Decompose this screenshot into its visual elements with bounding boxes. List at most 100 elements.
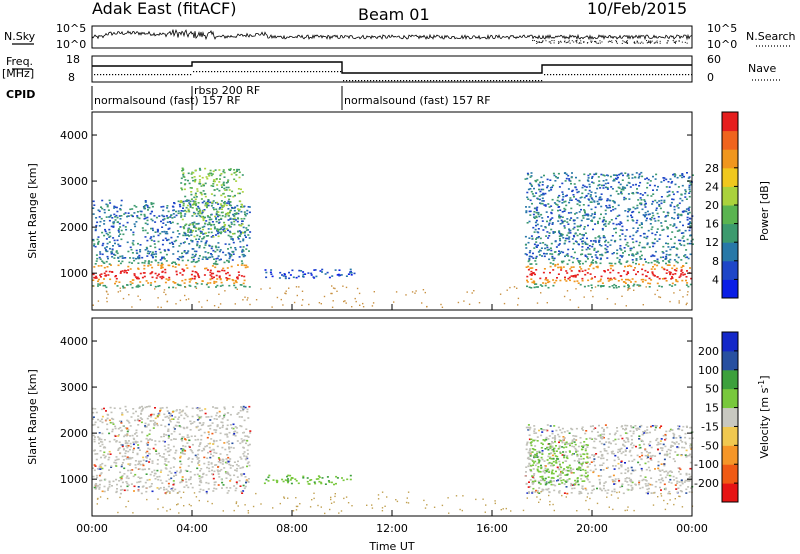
scatter-cell	[160, 407, 162, 409]
scatter-cell	[196, 235, 198, 237]
scatter-cell	[624, 247, 626, 249]
scatter-cell	[109, 441, 111, 443]
scatter-cell	[187, 487, 189, 489]
scatter-cell	[166, 254, 168, 256]
scatter-cell	[165, 224, 167, 226]
scatter-cell	[618, 286, 620, 288]
scatter-cell	[184, 450, 186, 452]
scatter-cell	[601, 427, 603, 429]
noise-search-dot	[554, 42, 555, 43]
scatter-cell	[605, 179, 607, 181]
scatter-cell	[538, 492, 540, 494]
scatter-cell	[171, 433, 173, 435]
scatter-cell	[153, 448, 155, 450]
scatter-cell	[539, 202, 541, 204]
scatter-cell	[147, 282, 149, 284]
scatter-cell	[586, 446, 588, 448]
scatter-cell	[571, 266, 573, 268]
scatter-speckle	[426, 306, 427, 307]
scatter-cell	[117, 285, 119, 287]
scatter-cell	[582, 426, 584, 428]
scatter-cell	[589, 481, 591, 483]
scatter-cell	[216, 188, 218, 190]
scatter-cell	[227, 195, 229, 197]
scatter-cell	[678, 467, 680, 469]
scatter-cell	[562, 196, 564, 198]
scatter-speckle	[247, 297, 248, 298]
scatter-cell	[635, 446, 637, 448]
nave-dot	[148, 74, 149, 75]
scatter-cell	[153, 236, 155, 238]
scatter-cell	[527, 222, 529, 224]
scatter-cell	[574, 183, 576, 185]
scatter-cell	[569, 268, 571, 270]
scatter-cell	[662, 480, 664, 482]
scatter-cell	[194, 474, 196, 476]
scatter-cell	[127, 442, 129, 444]
scatter-cell	[157, 231, 159, 233]
nave-dot	[121, 74, 122, 75]
scatter-cell	[646, 244, 648, 246]
scatter-cell	[172, 253, 174, 255]
scatter-cell	[617, 215, 619, 217]
scatter-cell	[657, 283, 659, 285]
scatter-cell	[120, 422, 122, 424]
nave-dot	[349, 80, 350, 81]
noise-search-dot	[532, 40, 533, 41]
scatter-cell	[195, 254, 197, 256]
scatter-cell	[578, 244, 580, 246]
scatter-cell	[657, 442, 659, 444]
noise-search-dot	[600, 43, 601, 44]
scatter-cell	[191, 198, 193, 200]
scatter-speckle	[247, 299, 248, 300]
scatter-cell	[134, 486, 136, 488]
scatter-cell	[113, 221, 115, 223]
scatter-cell	[249, 430, 251, 432]
scatter-cell	[175, 438, 177, 440]
scatter-cell	[679, 481, 681, 483]
scatter-cell	[609, 244, 611, 246]
scatter-cell	[233, 424, 235, 426]
scatter-cell	[660, 489, 662, 491]
nave-dot	[166, 74, 167, 75]
noise-search-dot	[590, 41, 591, 42]
scatter-cell	[675, 488, 677, 490]
scatter-cell	[656, 265, 658, 267]
scatter-cell	[96, 277, 98, 279]
scatter-cell	[573, 194, 575, 196]
scatter-cell	[285, 278, 287, 280]
scatter-cell	[192, 224, 194, 226]
scatter-cell	[528, 237, 530, 239]
scatter-cell	[118, 281, 120, 283]
noise-search-dot	[627, 40, 628, 41]
scatter-speckle	[164, 289, 165, 290]
scatter-cell	[660, 257, 662, 259]
scatter-cell	[594, 276, 596, 278]
scatter-cell	[565, 270, 567, 272]
scatter-cell	[182, 235, 184, 237]
scatter-cell	[150, 236, 152, 238]
scatter-cell	[616, 253, 618, 255]
scatter-cell	[621, 279, 623, 281]
scatter-cell	[567, 263, 569, 265]
scatter-cell	[217, 216, 219, 218]
scatter-cell	[210, 438, 212, 440]
nave-dot	[562, 74, 563, 75]
scatter-cell	[104, 491, 106, 493]
scatter-cell	[96, 453, 98, 455]
scatter-cell	[526, 254, 528, 256]
scatter-cell	[624, 239, 626, 241]
scatter-speckle	[473, 290, 474, 291]
scatter-cell	[687, 243, 689, 245]
scatter-cell	[144, 260, 146, 262]
scatter-cell	[552, 263, 554, 265]
scatter-cell	[105, 410, 107, 412]
scatter-speckle	[157, 306, 158, 307]
scatter-cell	[560, 233, 562, 235]
scatter-cell	[220, 203, 222, 205]
scatter-cell	[592, 176, 594, 178]
scatter-cell	[598, 199, 600, 201]
scatter-cell	[150, 414, 152, 416]
scatter-cell	[189, 183, 191, 185]
scatter-cell	[644, 216, 646, 218]
